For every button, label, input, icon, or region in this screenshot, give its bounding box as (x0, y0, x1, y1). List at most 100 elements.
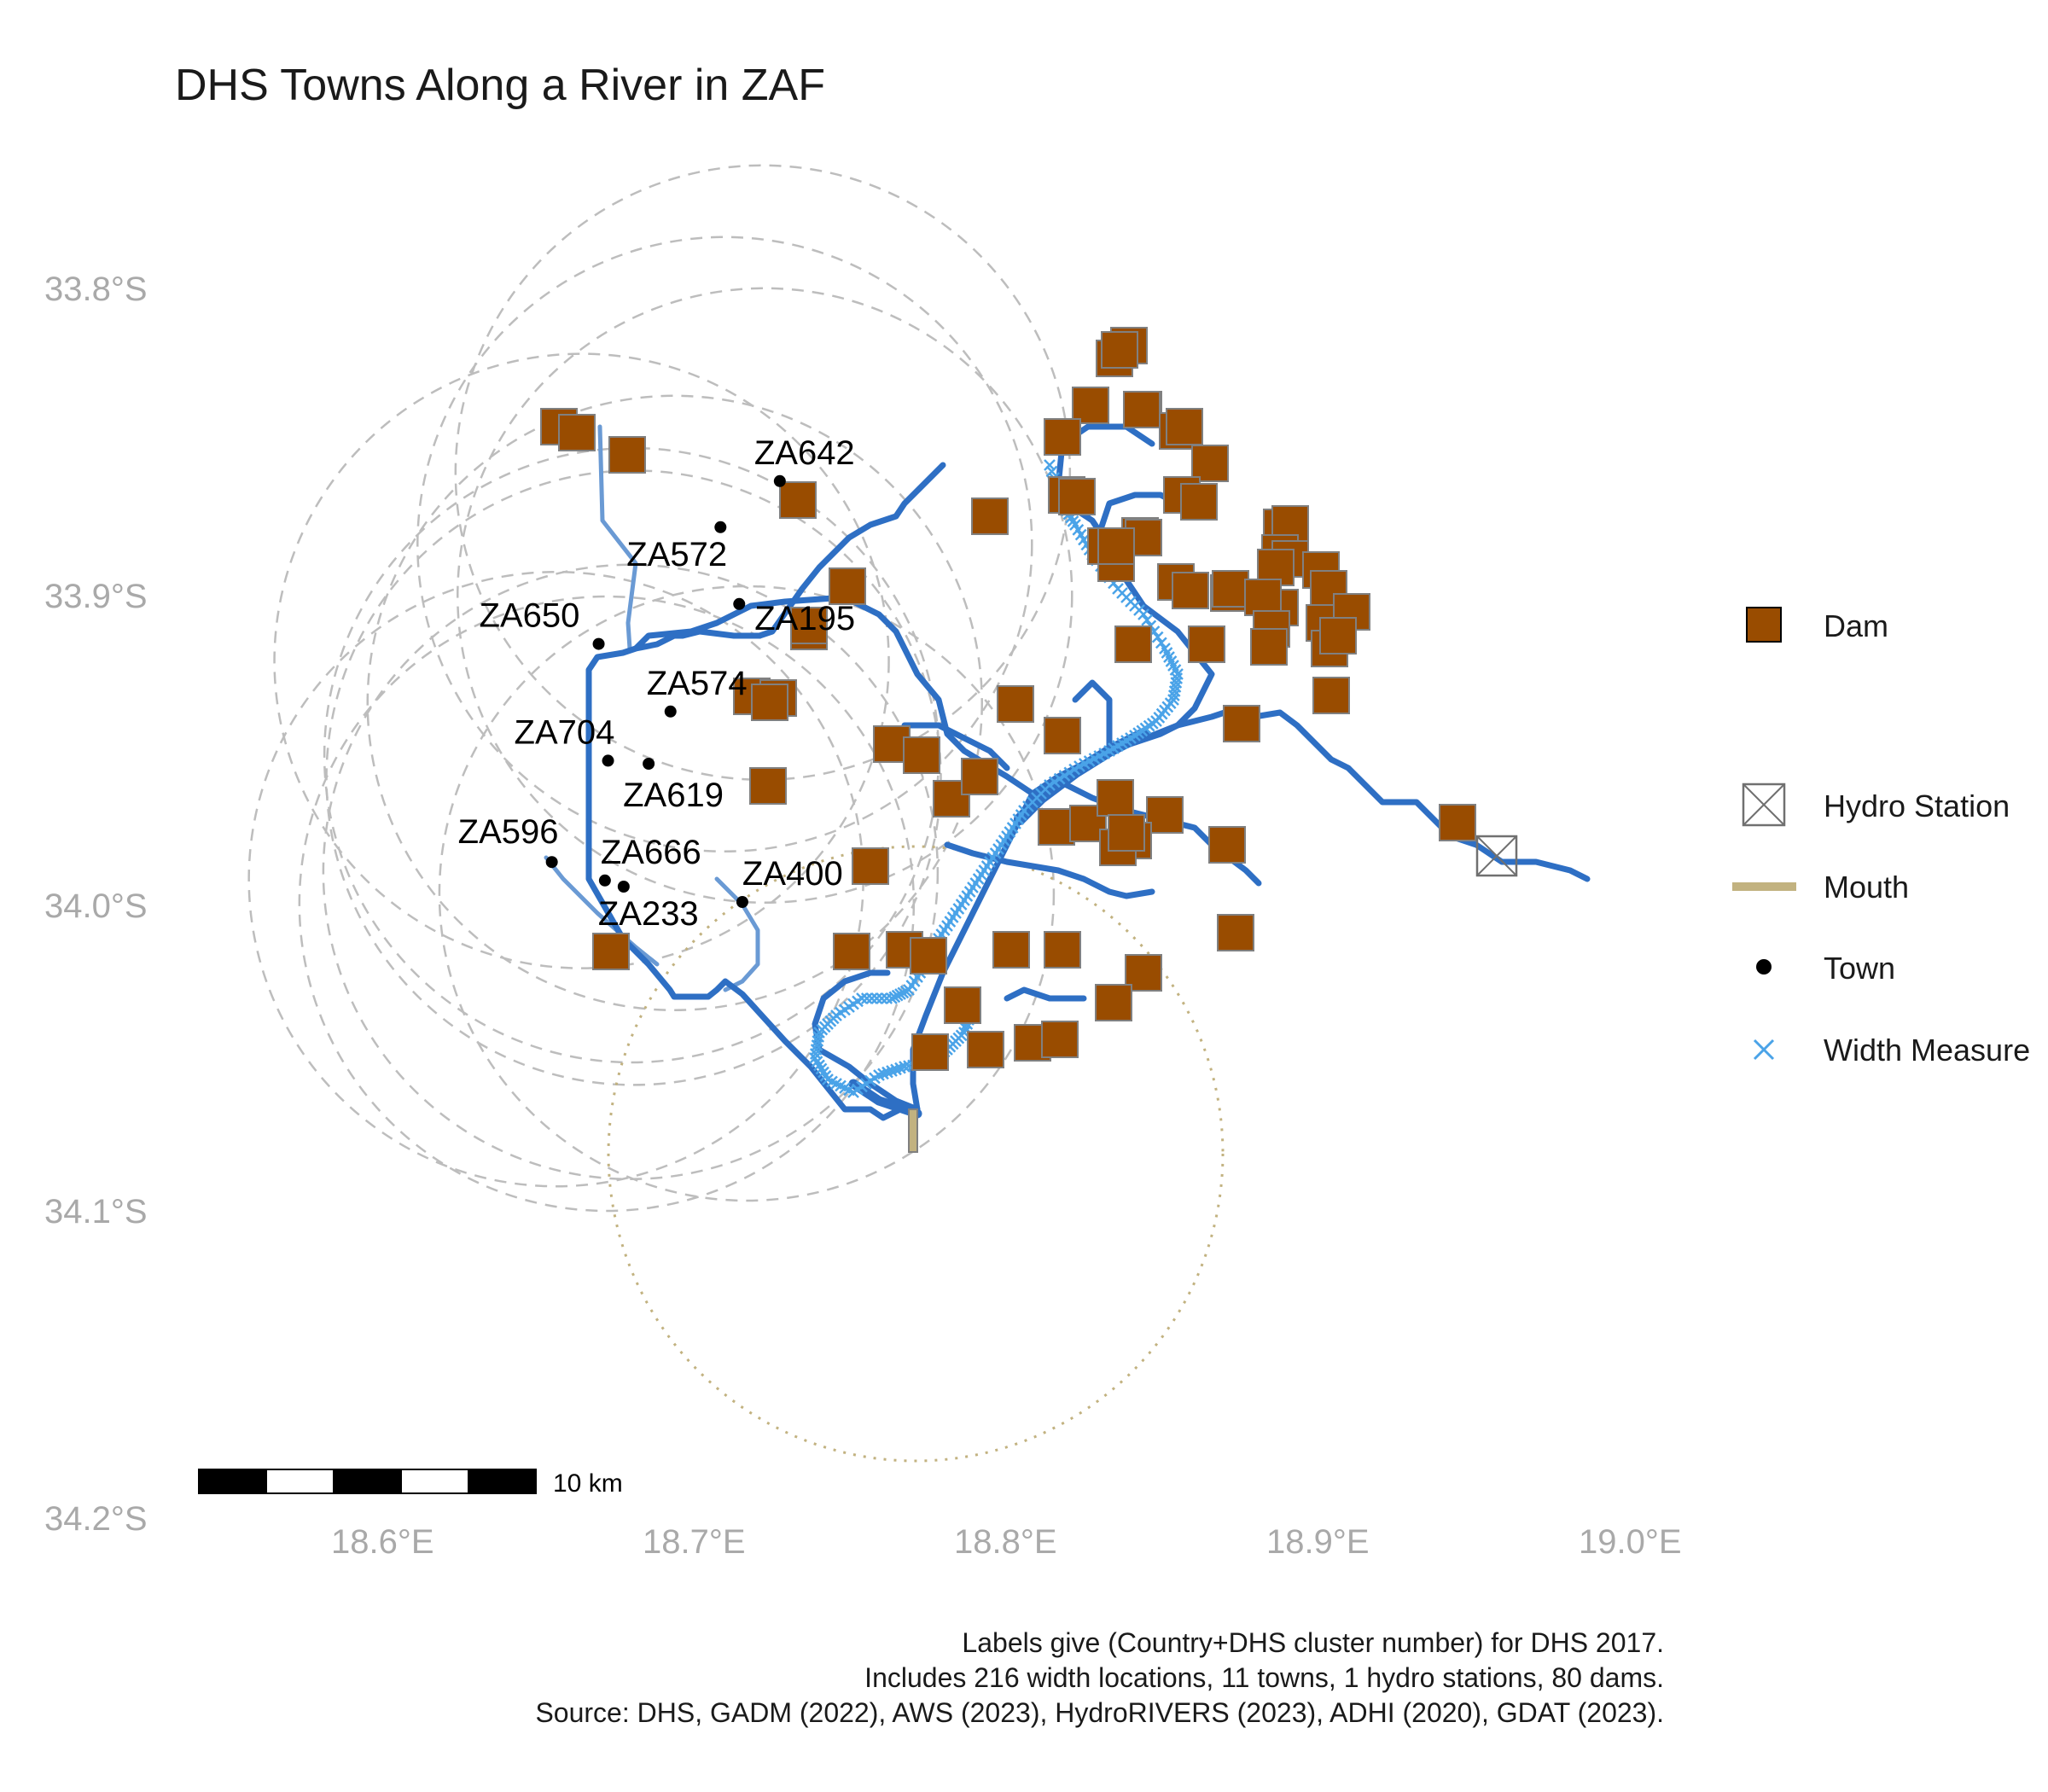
lat-tick-label: 33.9°S (44, 578, 148, 615)
dam-marker (1058, 478, 1096, 515)
dam-marker (911, 1033, 949, 1071)
caption-line: Source: DHS, GADM (2022), AWS (2023), Hy… (535, 1697, 1664, 1728)
dam-marker (749, 767, 787, 805)
river-east-branch (1132, 705, 1591, 882)
dam-marker (1250, 628, 1288, 666)
town-label: ZA574 (647, 665, 748, 702)
dam-marker (1217, 914, 1254, 951)
town-buffer-circle (322, 563, 940, 1181)
width-measure-marker (810, 1044, 823, 1056)
town-point (617, 881, 630, 893)
width-measure-marker (1168, 685, 1181, 697)
river-small-east-arm (1004, 986, 1087, 1002)
dam-marker (992, 931, 1030, 969)
town-label: ZA619 (623, 777, 724, 814)
town-label: ZA650 (480, 597, 580, 635)
town-point (733, 597, 746, 610)
river-north-connector (1072, 679, 1113, 754)
town-point (592, 637, 605, 650)
dam-marker (1191, 445, 1229, 482)
lon-tick-label: 19.0°E (1579, 1523, 1682, 1561)
width-measure-marker (1167, 660, 1179, 672)
dam-marker (1123, 391, 1161, 428)
dam-marker (1188, 625, 1225, 663)
town-point (602, 754, 614, 767)
town-buffer-circle (457, 287, 1073, 905)
town-point (664, 705, 677, 718)
river-south-east-branch (944, 841, 1155, 899)
width-measure-marker (1072, 523, 1085, 536)
legend-town-symbol (1756, 959, 1772, 975)
width-measure-marker (1137, 608, 1149, 620)
town-point (643, 758, 655, 770)
dam-marker (1244, 579, 1282, 616)
town-buffer-circles (247, 164, 1073, 1213)
width-measure-marker (839, 1082, 851, 1094)
width-measure-marker (1045, 465, 1058, 478)
width-measure-marker (812, 1031, 825, 1043)
dam-marker (910, 937, 947, 975)
town-label: ZA572 (626, 536, 727, 573)
legend-dam-label: Dam (1824, 608, 1889, 643)
dam-marker (1038, 808, 1075, 846)
width-measure-marker (1074, 528, 1087, 541)
dam-marker (1166, 408, 1203, 445)
lon-tick-label: 18.7°E (643, 1523, 746, 1561)
width-measure-marker (1170, 677, 1183, 689)
mouth-marker (908, 1108, 918, 1153)
width-measure-marker (813, 1027, 825, 1039)
town-label: ZA400 (742, 855, 843, 893)
width-measure-marker (1163, 651, 1175, 663)
dam-marker (1212, 570, 1249, 608)
dam-marker (608, 436, 646, 474)
width-measure-marker (860, 992, 873, 1004)
legend-symbols (1732, 607, 1796, 1061)
width-measure-marker (843, 1084, 855, 1097)
lon-tick-label: 18.6°E (331, 1523, 434, 1561)
tributary-west-minor (544, 855, 660, 967)
width-measure-marker (830, 1078, 842, 1090)
town-label: ZA704 (515, 713, 615, 751)
river-northwest-branch (585, 462, 946, 1121)
dam-marker (829, 567, 866, 605)
town-label: ZA642 (754, 434, 855, 472)
width-measure-marker (826, 1075, 838, 1088)
width-measure-marker (865, 992, 878, 1004)
dam-marker (944, 986, 981, 1024)
dam-marker (1041, 1021, 1079, 1058)
width-measure-marker (1165, 655, 1178, 667)
town-label: ZA666 (601, 834, 701, 871)
width-measure-marker (1044, 459, 1056, 471)
width-measure-marker (899, 1061, 911, 1073)
dam-marker (852, 847, 889, 885)
town-point (736, 896, 748, 908)
width-measure-marker (1169, 681, 1182, 693)
lat-tick-label: 34.1°S (44, 1193, 148, 1231)
dam-marker (1044, 418, 1081, 456)
width-measure-marker (876, 992, 888, 1004)
town-point (773, 474, 786, 487)
dam-marker (833, 933, 870, 970)
caption-line: Labels give (Country+DHS cluster number)… (962, 1627, 1664, 1658)
town-point (545, 856, 558, 869)
width-measure-marker (886, 992, 898, 1004)
river-far-east (901, 722, 1010, 771)
dam-marker (1223, 705, 1260, 742)
lon-tick-label: 18.9°E (1266, 1523, 1370, 1561)
dam-marker (1439, 804, 1476, 841)
tributary-northwest (597, 424, 638, 651)
map-title: DHS Towns Along a River in ZAF (175, 61, 825, 110)
legend-dam-symbol (1746, 607, 1782, 643)
scale-bar (198, 1469, 537, 1494)
dam-marker (779, 481, 817, 519)
width-measure-marker (1151, 631, 1164, 643)
town-buffer-circle (438, 585, 1056, 1202)
dam-marker (1125, 954, 1162, 992)
width-measure-marker (822, 1073, 834, 1085)
legend-width-measure-symbol (1753, 1039, 1775, 1061)
dam-marker (997, 685, 1034, 723)
dam-marker (558, 414, 596, 451)
dam-marker (1114, 625, 1152, 663)
dam-marker (903, 736, 940, 774)
